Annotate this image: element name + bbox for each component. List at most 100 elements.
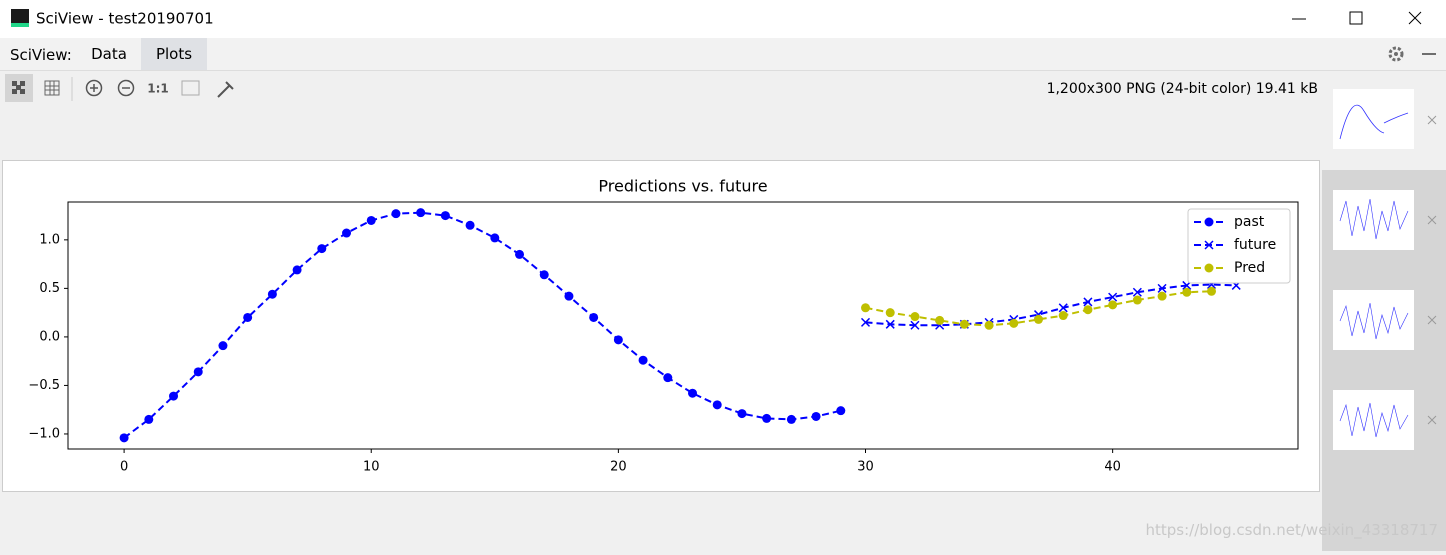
marker [1083, 297, 1093, 307]
chart: Predictions vs. future 0 10 20 30 40 −1.0 −0.5… [28, 177, 1299, 475]
y-tick-label: 0.0 [39, 329, 60, 344]
legend-marker [1204, 240, 1214, 250]
window-title: SciView - test20190701 [36, 10, 214, 28]
marker [688, 388, 698, 398]
marker [1132, 295, 1142, 305]
marker [564, 291, 574, 301]
toolbar: 1:1 1,200x300 PNG (24-bit color) 19.41 k… [0, 71, 1320, 107]
marker [317, 244, 327, 254]
actual-size[interactable]: 1:1 [147, 82, 169, 96]
menu-label: SciView: [10, 46, 72, 64]
title-bar: SciView - test20190701 [0, 0, 1446, 38]
marker [1157, 283, 1167, 293]
menu-bar: SciView: Data Plots [0, 38, 1446, 71]
marker [1058, 303, 1068, 313]
thumbnail-panel [1322, 71, 1446, 551]
thumbnail[interactable] [1333, 89, 1414, 149]
thumbnail-plot [1339, 402, 1409, 438]
marker [1058, 311, 1068, 321]
marker [910, 320, 920, 330]
marker [440, 211, 450, 221]
marker [1009, 318, 1019, 328]
marker [836, 406, 846, 416]
x-tick-label: 10 [363, 460, 380, 475]
legend-box [1187, 208, 1291, 284]
marker [1157, 291, 1167, 301]
y-tick-label: −0.5 [28, 378, 60, 393]
marker [1083, 305, 1093, 315]
legend-label: Pred [1234, 260, 1265, 276]
menu-icons [1388, 46, 1436, 62]
app-icon [11, 9, 29, 27]
thumbnails [1322, 71, 1446, 450]
zoom-in-plus [90, 84, 98, 92]
marker [737, 409, 747, 419]
close-button[interactable] [1408, 11, 1422, 25]
marker [119, 433, 129, 443]
marker [416, 208, 426, 218]
marker [762, 413, 772, 423]
y-tick-label: 1.0 [39, 232, 60, 247]
marker [1182, 287, 1192, 297]
thumbnail[interactable] [1333, 390, 1414, 450]
marker [935, 315, 945, 325]
chessboard-icon [12, 81, 25, 94]
marker [1108, 292, 1118, 302]
marker [663, 373, 673, 383]
y-tick-label: −1.0 [28, 426, 60, 441]
tab-active[interactable]: Plots [141, 38, 207, 70]
grid-icon [45, 81, 59, 95]
marker [465, 220, 475, 230]
image-info: 1,200x300 PNG (24-bit color) 19.41 kB [1047, 81, 1318, 97]
marker [885, 308, 895, 318]
zoom-in[interactable] [85, 79, 103, 97]
image-view: Predictions vs. future 0 10 20 30 40 −1.0 −0.5… [2, 160, 1320, 492]
zoom-out[interactable] [117, 79, 135, 97]
marker [1132, 287, 1142, 297]
marker [613, 335, 623, 345]
thumbnail-plot [1339, 198, 1409, 240]
marker [366, 215, 376, 225]
marker [539, 270, 549, 280]
series-line [865, 283, 1237, 327]
marker [910, 312, 920, 322]
title-bar-icons: SciView - test20190701 [11, 9, 1422, 28]
thumbnail-close[interactable] [1427, 115, 1437, 425]
maximize-button[interactable] [1349, 11, 1363, 25]
series-line [865, 290, 1212, 327]
grid-toggle[interactable] [44, 80, 60, 96]
legend-label: past [1234, 214, 1265, 230]
marker [243, 312, 253, 322]
legend-marker [1204, 263, 1214, 273]
marker [267, 289, 277, 299]
marker [712, 400, 722, 410]
thumbnail-plot [1339, 104, 1409, 140]
tab[interactable]: Data [91, 45, 127, 63]
x-tick-label: 40 [1104, 460, 1121, 475]
marker [342, 228, 352, 238]
app-icon-stripe [11, 23, 29, 27]
thumbnail[interactable] [1333, 290, 1414, 350]
y-tick-label: 0.5 [39, 281, 60, 296]
marker [984, 320, 994, 330]
x-tick-label: 20 [610, 460, 627, 475]
fit-zoom[interactable] [181, 80, 200, 96]
settings-icon[interactable] [1388, 46, 1404, 62]
x-tick-label: 0 [120, 460, 128, 475]
marker [1108, 300, 1118, 310]
legend-label: future [1234, 237, 1276, 253]
marker [1207, 286, 1217, 296]
marker [490, 233, 500, 243]
thumbnail[interactable] [1333, 190, 1414, 250]
color-picker[interactable] [217, 81, 234, 98]
watermark: https://blog.csdn.net/weixin_43318717 [1145, 521, 1438, 539]
series-line [123, 211, 842, 439]
marker [638, 355, 648, 365]
marker [589, 312, 599, 322]
marker [193, 367, 203, 377]
chart-title: Predictions vs. future [598, 177, 767, 196]
marker [144, 414, 154, 424]
x-tick-label: 30 [857, 460, 874, 475]
marker [391, 209, 401, 219]
marker [786, 414, 796, 424]
